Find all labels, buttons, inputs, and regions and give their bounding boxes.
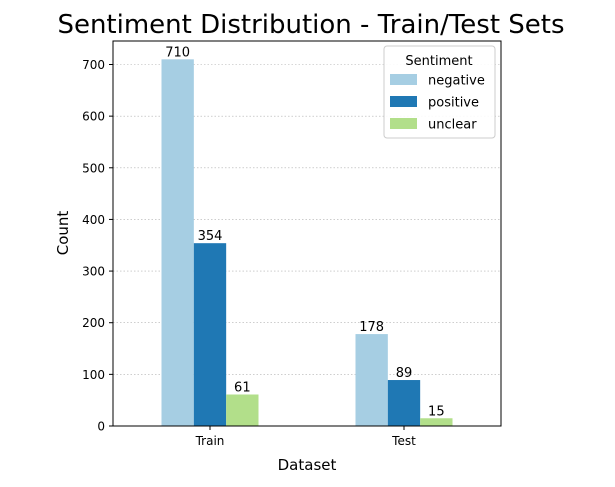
data-label: 354 [198,229,223,244]
chart-title: Sentiment Distribution - Train/Test Sets [57,10,564,40]
y-tick-label: 0 [97,420,105,434]
legend-swatch-negative [390,74,417,85]
legend-title: Sentiment [405,54,472,69]
legend-label-unclear: unclear [428,118,477,133]
x-axis: Train Test [195,426,416,448]
x-tick-label: Test [391,434,416,448]
legend-label-positive: positive [428,96,479,111]
y-tick-label: 500 [82,161,105,175]
data-labels: 710 178 354 89 61 15 [165,45,444,419]
data-label: 61 [234,380,251,395]
y-tick-label: 300 [82,265,105,279]
y-tick-label: 100 [82,368,105,382]
data-label: 89 [396,366,413,381]
bar-unclear-test [420,418,453,426]
bar-negative-train [161,59,194,426]
data-label: 15 [428,404,445,419]
y-tick-label: 700 [82,58,105,72]
y-tick-label: 200 [82,316,105,330]
y-axis-label: Count [54,211,72,256]
bar-unclear-train [226,394,259,426]
data-label: 710 [165,45,190,60]
bar-negative-test [355,334,388,426]
legend-items: negative positive unclear [390,74,485,133]
y-tick-label: 600 [82,110,105,124]
data-label: 178 [359,320,384,335]
x-axis-label: Dataset [278,456,337,474]
bar-positive-test [387,380,421,426]
legend-label-negative: negative [428,74,485,89]
y-tick-label: 400 [82,213,105,227]
legend-frame [383,45,496,139]
y-axis: 0 100 200 300 400 500 600 700 [82,58,113,434]
legend: Sentiment negative positive unclear [383,45,496,139]
x-tick-label: Train [195,434,225,448]
bars [161,59,453,426]
bar-positive-train [193,243,227,426]
plot-frame [112,40,502,427]
legend-swatch-positive [390,96,417,107]
legend-swatch-unclear [390,118,417,129]
